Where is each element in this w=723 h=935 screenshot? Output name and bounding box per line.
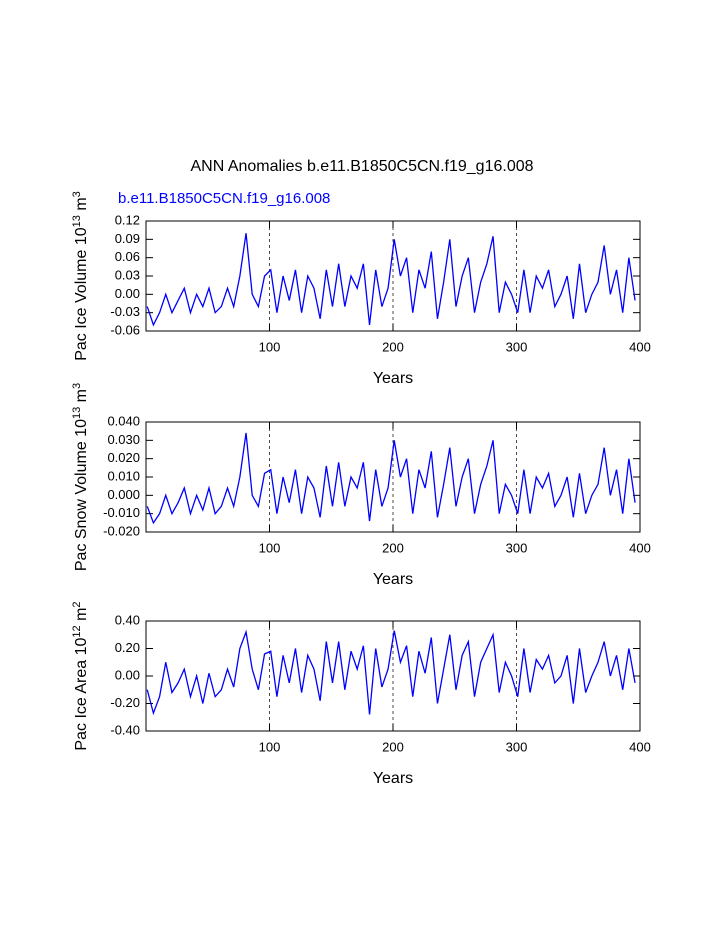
y-tick-label: -0.03: [110, 304, 140, 319]
x-tick-label: 100: [259, 540, 281, 555]
y-axis-label-part: m: [73, 608, 90, 626]
x-tick-label: 400: [629, 339, 651, 354]
x-tick-label: 200: [382, 739, 404, 754]
y-tick-label: 0.010: [107, 468, 140, 483]
y-axis-label-part: m: [73, 197, 90, 215]
plot-frame: [145, 620, 641, 732]
y-tick-label: 0.20: [115, 640, 140, 655]
y-tick-label: 0.06: [115, 249, 140, 264]
y-axis-label-part: m: [73, 389, 90, 407]
y-tick-label: 0.030: [107, 432, 140, 447]
y-axis-label-part: Pac Ice Volume 10: [73, 227, 90, 361]
subtitle: b.e11.B1850C5CN.f19_g16.008: [118, 190, 330, 207]
y-tick-label: -0.40: [110, 722, 140, 737]
x-tick-label: 400: [629, 739, 651, 754]
data-line: [146, 629, 636, 716]
x-tick-label: 400: [629, 540, 651, 555]
x-tick-label: 300: [506, 540, 528, 555]
y-tick-label: -0.20: [110, 695, 140, 710]
y-tick-label: 0.00: [115, 286, 140, 301]
plot-frame: [145, 220, 641, 332]
y-tick-label: 0.12: [115, 212, 140, 227]
y-axis-label: Pac Snow Volume 1013 m3: [71, 383, 90, 571]
y-axis-label-part: 3: [71, 383, 83, 389]
y-tick-label: 0.040: [107, 413, 140, 428]
y-tick-label: -0.06: [110, 322, 140, 337]
y-axis-label-part: 12: [71, 625, 83, 637]
data-line: [146, 233, 636, 327]
y-tick-label: 0.09: [115, 231, 140, 246]
y-tick-label: 0.03: [115, 267, 140, 282]
y-axis-label-part: Pac Snow Volume 10: [73, 419, 90, 571]
x-tick-label: 200: [382, 339, 404, 354]
y-tick-label: 0.00: [115, 667, 140, 682]
y-tick-label: 0.40: [115, 612, 140, 627]
x-tick-label: 100: [259, 339, 281, 354]
y-tick-label: 0.000: [107, 487, 140, 502]
y-axis-label: Pac Ice Area 1012 m2: [71, 601, 90, 750]
y-axis-label: Pac Ice Volume 1013 m3: [71, 191, 90, 361]
y-axis-label-part: 3: [71, 191, 83, 197]
y-axis-label-part: 13: [71, 407, 83, 419]
data-line: [146, 432, 636, 525]
y-tick-label: -0.010: [103, 505, 140, 520]
x-tick-label: 300: [506, 739, 528, 754]
x-tick-label: 100: [259, 739, 281, 754]
x-axis-label: Years: [373, 571, 413, 588]
y-tick-label: -0.020: [103, 523, 140, 538]
y-axis-label-part: Pac Ice Area 10: [73, 638, 90, 751]
x-axis-label: Years: [373, 370, 413, 387]
plot-frame: [145, 421, 641, 533]
y-axis-label-part: 2: [71, 601, 83, 607]
y-tick-label: 0.020: [107, 450, 140, 465]
x-tick-label: 300: [506, 339, 528, 354]
x-tick-label: 200: [382, 540, 404, 555]
chart-title: ANN Anomalies b.e11.B1850C5CN.f19_g16.00…: [190, 158, 533, 175]
x-axis-label: Years: [373, 770, 413, 787]
y-axis-label-part: 13: [71, 215, 83, 227]
